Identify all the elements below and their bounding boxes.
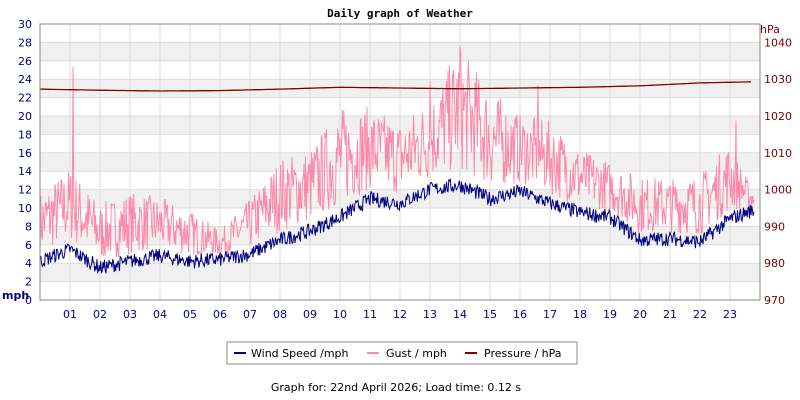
x-tick-label: 22 xyxy=(693,308,707,321)
x-tick-label: 03 xyxy=(123,308,137,321)
right-tick-label: 1020 xyxy=(764,110,792,123)
x-tick-label: 18 xyxy=(573,308,587,321)
left-tick-label: 4 xyxy=(25,257,32,270)
left-tick-label: 10 xyxy=(18,202,32,215)
left-tick-label: 28 xyxy=(18,36,32,49)
x-tick-label: 08 xyxy=(273,308,287,321)
series-gust-line xyxy=(39,46,755,257)
series-lines xyxy=(39,46,755,275)
x-tick-label: 15 xyxy=(483,308,497,321)
left-tick-label: 20 xyxy=(18,110,32,123)
x-tick-label: 17 xyxy=(543,308,557,321)
left-tick-label: 0 xyxy=(25,294,32,307)
left-axis-unit: mph xyxy=(2,289,29,302)
left-tick-label: 30 xyxy=(18,18,32,31)
series-wind-line xyxy=(39,177,755,275)
left-tick-label: 24 xyxy=(18,73,32,86)
left-tick-label: 18 xyxy=(18,128,32,141)
right-tick-label: 1010 xyxy=(764,147,792,160)
left-tick-label: 2 xyxy=(25,276,32,289)
x-tick-label: 05 xyxy=(183,308,197,321)
x-tick-label: 02 xyxy=(93,308,107,321)
x-tick-label: 09 xyxy=(303,308,317,321)
legend-gust: Gust / mph xyxy=(386,347,447,360)
x-tick-label: 14 xyxy=(453,308,467,321)
x-tick-label: 01 xyxy=(63,308,77,321)
right-tick-label: 1040 xyxy=(764,36,792,49)
x-tick-label: 06 xyxy=(213,308,227,321)
chart-title: Daily graph of Weather xyxy=(327,7,473,20)
left-tick-label: 16 xyxy=(18,147,32,160)
x-tick-label: 23 xyxy=(723,308,737,321)
footer-text: Graph for: 22nd April 2026; Load time: 0… xyxy=(271,381,522,394)
legend-wind: Wind Speed /mph xyxy=(251,347,349,360)
right-axis-unit: hPa xyxy=(760,23,780,36)
x-tick-label: 10 xyxy=(333,308,347,321)
right-tick-label: 1000 xyxy=(764,184,792,197)
x-tick-label: 04 xyxy=(153,308,167,321)
legend: Wind Speed /mph Gust / mph Pressure / hP… xyxy=(226,341,578,365)
x-tick-label: 19 xyxy=(603,308,617,321)
left-tick-label: 14 xyxy=(18,165,32,178)
x-axis-ticks: 01 02 03 04 05 06 07 08 09 10 11 12 13 14 15 16 17 18 19 20… xyxy=(63,308,737,321)
x-tick-label: 20 xyxy=(633,308,647,321)
x-tick-label: 16 xyxy=(513,308,527,321)
plot-frame xyxy=(39,23,761,301)
x-tick-label: 13 xyxy=(423,308,437,321)
series-pressure-line xyxy=(39,81,752,92)
left-tick-label: 8 xyxy=(25,220,32,233)
right-tick-label: 990 xyxy=(764,220,785,233)
left-tick-label: 22 xyxy=(18,92,32,105)
right-tick-label: 970 xyxy=(764,294,785,307)
x-tick-label: 21 xyxy=(663,308,677,321)
right-axis-ticks: 970 980 990 1000 1010 1020 1030 1040 xyxy=(764,36,792,307)
right-tick-label: 980 xyxy=(764,257,785,270)
x-tick-label: 11 xyxy=(363,308,377,321)
left-tick-label: 12 xyxy=(18,184,32,197)
left-tick-label: 6 xyxy=(25,239,32,252)
x-tick-label: 07 xyxy=(243,308,257,321)
left-tick-label: 26 xyxy=(18,55,32,68)
x-tick-label: 12 xyxy=(393,308,407,321)
legend-pressure: Pressure / hPa xyxy=(484,347,562,360)
right-tick-label: 1030 xyxy=(764,73,792,86)
